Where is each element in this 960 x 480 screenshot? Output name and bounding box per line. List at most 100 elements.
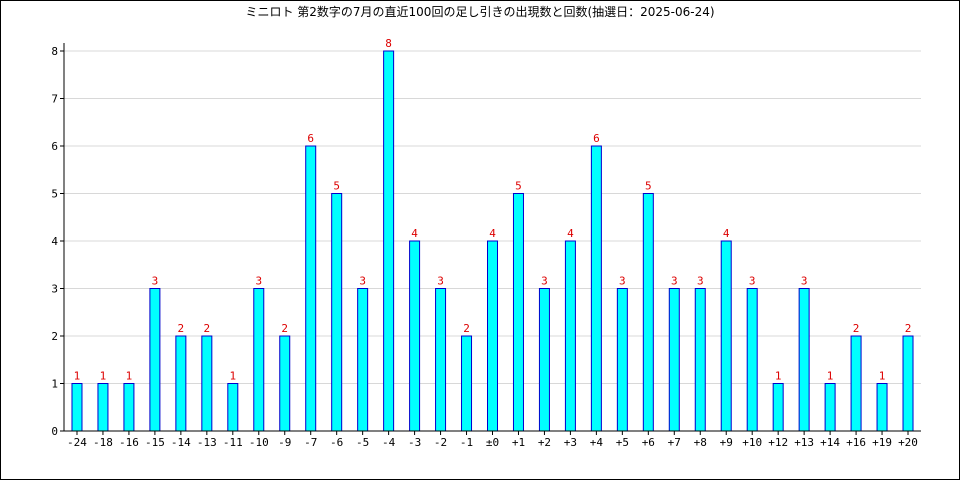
value-label--11: 1 <box>229 370 236 383</box>
value-label-+3: 4 <box>567 227 574 240</box>
x-tick-label--9: -9 <box>278 436 291 449</box>
x-tick-label--15: -15 <box>145 436 165 449</box>
bar-+7 <box>668 288 680 432</box>
x-tick-label--11: -11 <box>223 436 243 449</box>
x-tick-label-+13: +13 <box>794 436 814 449</box>
x-tick-label--14: -14 <box>171 436 191 449</box>
bar--15 <box>149 288 161 432</box>
x-tick-label-+19: +19 <box>872 436 892 449</box>
value-label-+1: 5 <box>515 180 522 193</box>
bar--16 <box>123 383 135 432</box>
x-tick-label--18: -18 <box>93 436 113 449</box>
bar-+1 <box>512 193 524 432</box>
x-tick-label-+1: +1 <box>512 436 525 449</box>
bar--6 <box>331 193 343 432</box>
value-label--10: 3 <box>255 275 262 288</box>
y-tick-label-3: 3 <box>51 283 58 296</box>
x-tick-label-+5: +5 <box>616 436 629 449</box>
value-label--14: 2 <box>178 322 185 335</box>
x-tick-label-+20: +20 <box>898 436 918 449</box>
bar--9 <box>279 335 291 432</box>
x-tick-label--10: -10 <box>249 436 269 449</box>
x-tick-label--3: -3 <box>408 436 421 449</box>
bar--4 <box>383 50 395 432</box>
value-label--5: 3 <box>359 275 366 288</box>
y-tick-label-5: 5 <box>51 188 58 201</box>
bar--3 <box>409 240 421 432</box>
bar-+4 <box>590 145 602 432</box>
value-label--7: 6 <box>307 132 314 145</box>
value-label--15: 3 <box>152 275 159 288</box>
x-tick-label-+16: +16 <box>846 436 866 449</box>
x-tick-label-+14: +14 <box>820 436 840 449</box>
bar-±0 <box>487 240 498 432</box>
x-tick-label--1: -1 <box>460 436 473 449</box>
bar-+12 <box>772 383 784 432</box>
x-tick-label--5: -5 <box>356 436 369 449</box>
y-tick-label-0: 0 <box>51 425 58 438</box>
x-tick-label-+10: +10 <box>742 436 762 449</box>
bar-+9 <box>720 240 732 432</box>
x-tick-label-+9: +9 <box>720 436 733 449</box>
value-label--4: 8 <box>385 37 392 50</box>
value-label-+6: 5 <box>645 180 652 193</box>
value-label-+10: 3 <box>749 275 756 288</box>
value-label-+8: 3 <box>697 275 704 288</box>
value-label--18: 1 <box>100 370 107 383</box>
bar-+14 <box>824 383 836 432</box>
y-tick-label-4: 4 <box>51 235 58 248</box>
x-tick-label-+8: +8 <box>694 436 707 449</box>
x-tick-label--4: -4 <box>382 436 396 449</box>
x-tick-label-+6: +6 <box>642 436 655 449</box>
bar-+6 <box>642 193 654 432</box>
x-tick-label--16: -16 <box>119 436 139 449</box>
bar-+20 <box>902 335 914 432</box>
y-tick-label-8: 8 <box>51 45 58 58</box>
value-label--16: 1 <box>126 370 133 383</box>
bar--18 <box>97 383 109 432</box>
value-label-±0: 4 <box>489 227 496 240</box>
value-label-+7: 3 <box>671 275 678 288</box>
bar--11 <box>227 383 239 432</box>
bar-+13 <box>798 288 810 432</box>
value-label--9: 2 <box>281 322 288 335</box>
value-labels: 1 1 1 3 2 2 1 3 2 6 5 3 8 4 3 2 4 5 3 4 6 3 5 3 3 4 3 1 3 1 2 1 2 <box>74 37 912 383</box>
x-tick-label--6: -6 <box>330 436 343 449</box>
chart-title: ミニロト 第2数字の7月の直近100回の足し引きの出現数と回数(抽選日：2025… <box>245 4 714 19</box>
y-tick-label-7: 7 <box>51 93 58 106</box>
bar-+10 <box>746 288 758 432</box>
value-label-+9: 4 <box>723 227 730 240</box>
x-tick-label-±0: ±0 <box>486 436 499 449</box>
bar-+5 <box>616 288 628 432</box>
value-label-+2: 3 <box>541 275 548 288</box>
y-tick-label-2: 2 <box>51 330 58 343</box>
bar--7 <box>305 145 317 432</box>
x-tick-label-+4: +4 <box>590 436 604 449</box>
value-label-+12: 1 <box>775 370 782 383</box>
bar--24 <box>71 383 83 432</box>
bar--13 <box>201 335 213 432</box>
x-tick-label-+3: +3 <box>564 436 577 449</box>
bar--10 <box>253 288 265 432</box>
value-label-+19: 1 <box>879 370 886 383</box>
value-label-+5: 3 <box>619 275 626 288</box>
value-label--1: 2 <box>463 322 470 335</box>
value-label--13: 2 <box>204 322 211 335</box>
value-label-+20: 2 <box>905 322 912 335</box>
y-tick-label-1: 1 <box>51 378 58 391</box>
bar-+3 <box>564 240 576 432</box>
x-tick-label-+12: +12 <box>768 436 788 449</box>
value-label--3: 4 <box>411 227 418 240</box>
x-tick-label--7: -7 <box>304 436 317 449</box>
value-label-+13: 3 <box>801 275 808 288</box>
bar-+16 <box>850 335 862 432</box>
x-tick-label-+7: +7 <box>668 436 681 449</box>
value-label--6: 5 <box>333 180 340 193</box>
bar-+2 <box>538 288 550 432</box>
value-label-+16: 2 <box>853 322 860 335</box>
value-label-+4: 6 <box>593 132 600 145</box>
y-tick-label-6: 6 <box>51 140 58 153</box>
bar-+19 <box>876 383 888 432</box>
